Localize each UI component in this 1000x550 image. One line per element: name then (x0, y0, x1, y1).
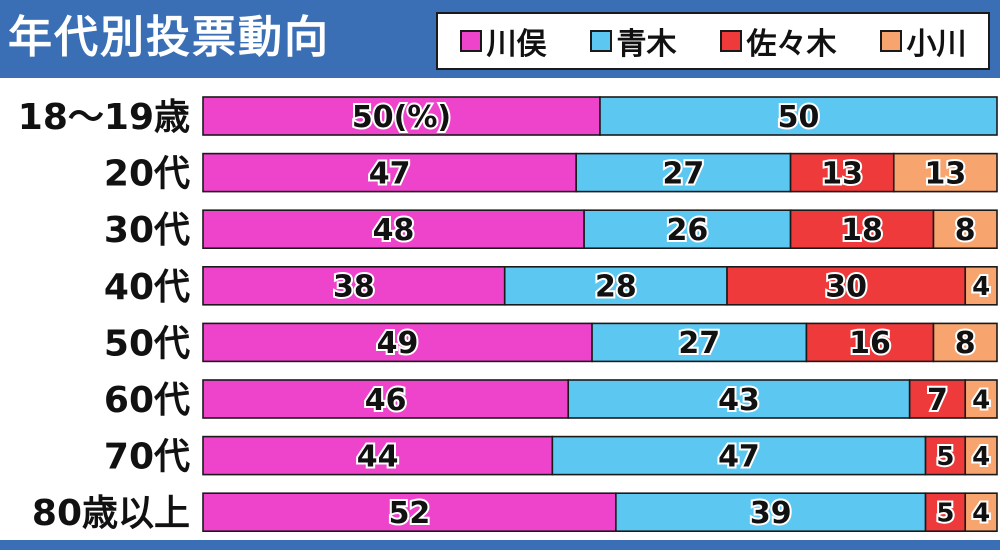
bar-segment (908, 379, 967, 419)
data-label: 13 (821, 156, 863, 191)
data-label: 30 (825, 270, 867, 305)
data-label: 8 (955, 213, 976, 248)
data-label: 4 (972, 272, 990, 302)
legend-swatch-sasaki (719, 30, 742, 52)
bar-segment (932, 209, 998, 249)
bar-segment (202, 152, 577, 193)
bar-segment (964, 266, 998, 306)
bar-segment (726, 266, 967, 306)
data-label: 4 (972, 385, 990, 415)
legend-item-sasaki: 佐々木 (719, 19, 837, 63)
data-label: 39 (750, 496, 792, 531)
data-label: 44 (357, 439, 399, 474)
bar-segment (924, 435, 967, 476)
category-label: 60代 (104, 380, 190, 421)
bar-segment (202, 96, 601, 136)
legend-item-aoki: 青木 (589, 19, 677, 63)
data-label: 27 (678, 326, 720, 361)
bar-segment (932, 322, 998, 363)
category-label: 20代 (104, 154, 190, 195)
data-label: 16 (849, 326, 891, 361)
legend: 川俣 青木 佐々木 小川 (436, 12, 990, 70)
bar-segment (892, 152, 998, 193)
category-label: 80歳以上 (32, 493, 190, 534)
legend-label-ogawa: 小川 (906, 27, 967, 62)
category-label: 18～19歳 (18, 97, 190, 138)
legend-item-ogawa: 小川 (879, 19, 967, 63)
bar-segment (805, 322, 935, 363)
data-label: 43 (718, 383, 760, 418)
bar-segment (964, 435, 998, 476)
category-label: 30代 (104, 210, 190, 251)
bar-segment (202, 379, 570, 419)
data-label: 4 (972, 442, 990, 472)
bottom-border (0, 540, 1000, 550)
bar-segment (567, 379, 911, 419)
bar-segment (599, 96, 998, 136)
data-label: 8 (955, 326, 976, 361)
data-label: 46 (365, 383, 407, 418)
legend-item-kawamata: 川俣 (459, 19, 547, 63)
bar-segment (615, 492, 927, 533)
bar-segment (924, 492, 967, 533)
bar-segment (202, 209, 585, 249)
data-label: 38 (333, 270, 375, 305)
legend-label-sasaki: 佐々木 (746, 27, 837, 62)
legend-swatch-ogawa (879, 30, 902, 52)
category-label: 70代 (104, 437, 190, 478)
data-label: 48 (373, 213, 415, 248)
bar-segment (202, 492, 617, 533)
bar-segment (789, 152, 895, 193)
data-label: 27 (662, 156, 704, 191)
bar-segment (591, 322, 808, 363)
bar-segment (503, 266, 728, 306)
category-label: 40代 (104, 267, 190, 308)
title-bar: 年代別投票動向 川俣 青木 佐々木 小川 (0, 0, 1000, 78)
data-label: 4 (972, 499, 990, 529)
bar-segment (583, 209, 792, 249)
data-label: 28 (595, 270, 637, 305)
data-label: 49 (377, 326, 419, 361)
bar-segment (789, 209, 935, 249)
data-label: 50(%) (352, 100, 451, 135)
bar-segment (964, 492, 998, 533)
legend-label-aoki: 青木 (616, 27, 677, 62)
data-label: 50 (778, 100, 820, 135)
data-label: 47 (369, 156, 411, 191)
data-label: 18 (841, 213, 883, 248)
data-label: 47 (718, 439, 760, 474)
bar-segment (202, 435, 554, 476)
data-label: 5 (936, 442, 954, 472)
category-label: 50代 (104, 323, 190, 364)
data-label: 52 (389, 496, 431, 531)
chart-title: 年代別投票動向 (8, 12, 330, 63)
legend-swatch-kawamata (459, 30, 482, 52)
bar-segment (964, 379, 998, 419)
data-label: 26 (666, 213, 708, 248)
data-label: 7 (927, 383, 948, 418)
data-label: 13 (925, 156, 967, 191)
legend-label-kawamata: 川俣 (486, 27, 547, 62)
data-label: 5 (936, 499, 954, 529)
legend-swatch-aoki (589, 30, 612, 52)
